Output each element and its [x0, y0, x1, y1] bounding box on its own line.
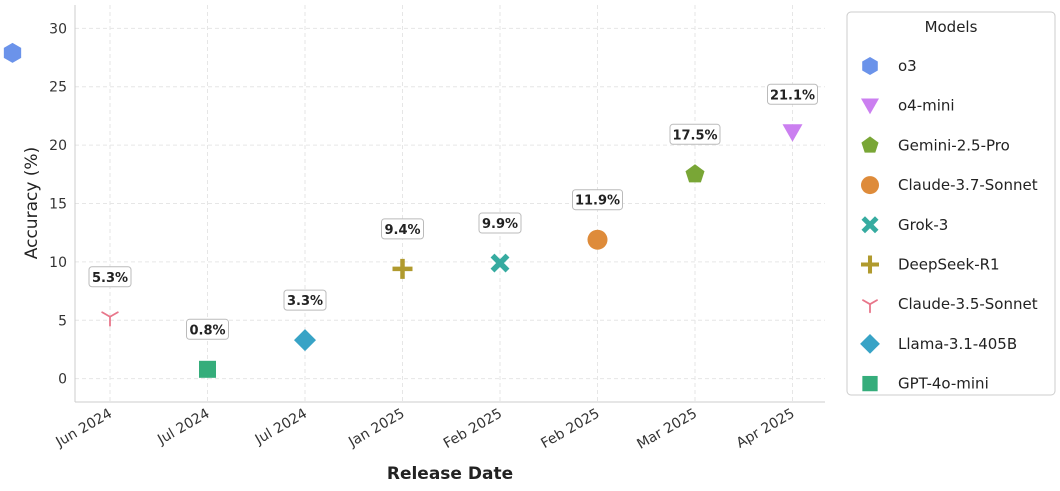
legend-item-gpt-4o-mini: GPT-4o-mini — [862, 375, 989, 393]
data-label-box — [283, 289, 327, 311]
legend-title: Models — [925, 18, 978, 36]
legend-label: Llama-3.1-405B — [898, 335, 1017, 353]
legend-marker-gemini-2-5-pro — [861, 136, 879, 153]
legend-item-llama-3-1-405b: Llama-3.1-405B — [860, 334, 1017, 354]
legend-box — [846, 11, 1056, 396]
data-label-text: 17.5% — [672, 128, 717, 143]
legend-label: Claude-3.5-Sonnet — [898, 295, 1038, 313]
legend-marker-grok-3 — [861, 216, 879, 234]
legend-marker-claude-3-5-sonnet — [862, 299, 878, 314]
data-label-box — [381, 218, 424, 240]
point-gemini-2-5-pro — [685, 164, 705, 183]
y-tick-label: 30 — [49, 21, 67, 37]
y-tick-labels: 0 5 10 15 20 25 30 — [49, 21, 67, 387]
x-tick-label: Feb 2025 — [441, 406, 505, 452]
point-claude-3-7-sonnet — [587, 229, 608, 250]
legend-label: DeepSeek-R1 — [898, 256, 1000, 274]
data-label-text: 9.4% — [384, 223, 420, 238]
legend-label: GPT-4o-mini — [898, 375, 989, 393]
point-gpt-4o-mini — [199, 360, 216, 378]
legend-label: o4-mini — [898, 97, 955, 115]
x-tick-label: Jul 2024 — [252, 406, 310, 449]
legend-item-o4-mini: o4-mini — [861, 97, 955, 115]
data-label: 9.4% — [381, 218, 424, 240]
point-o3 — [3, 42, 22, 63]
legend-item-claude-3-5-sonnet: Claude-3.5-Sonnet — [862, 295, 1038, 314]
y-tick-label: 20 — [49, 138, 67, 154]
data-label-text: 3.3% — [287, 294, 323, 309]
y-tick-label: 5 — [58, 313, 67, 329]
legend-items: o3 o4-mini Gemini-2.5-Pro Claude-3.7-Sonnet… — [860, 57, 1038, 393]
data-label-text: 11.9% — [575, 194, 620, 209]
legend-label: Claude-3.7-Sonnet — [898, 176, 1038, 194]
legend-item-grok-3: Grok-3 — [861, 216, 948, 234]
data-label: 3.3% — [283, 289, 327, 311]
legend-marker-llama-3-1-405b — [860, 334, 880, 354]
x-axis-title: Release Date — [387, 464, 513, 484]
x-tick-labels: Jun 2024 Jul 2024 Jul 2024 Jan 2025 Feb 2025… — [52, 406, 797, 453]
data-points — [3, 42, 803, 378]
x-tick-label: Feb 2025 — [538, 406, 602, 452]
y-tick-label: 10 — [49, 255, 67, 271]
data-label: 17.5% — [669, 123, 721, 145]
point-o4-mini — [782, 124, 803, 142]
data-label: 21.1% — [767, 83, 818, 105]
legend-marker-deepseek-r1 — [861, 255, 879, 274]
legend-label: Gemini-2.5-Pro — [898, 136, 1010, 154]
data-label-text: 21.1% — [770, 88, 815, 103]
data-label-box — [186, 318, 229, 340]
y-tick-label: 15 — [49, 197, 67, 213]
y-tick-label: 25 — [49, 80, 67, 96]
x-tick-label: Apr 2025 — [734, 406, 798, 452]
x-tick-label: Mar 2025 — [634, 406, 700, 453]
legend-item-gemini-2-5-pro: Gemini-2.5-Pro — [861, 136, 1010, 154]
point-grok-3 — [490, 253, 510, 273]
legend-marker-o4-mini — [861, 98, 879, 115]
grid-lines — [75, 5, 825, 402]
data-label-box — [88, 266, 132, 288]
data-labels: 5.3%0.8%3.3%9.4%9.9%11.9%17.5%21.1%27.9% — [88, 83, 818, 340]
data-label-box — [669, 123, 721, 145]
data-label: 0.8% — [186, 318, 229, 340]
x-tick-label: Jun 2024 — [52, 406, 115, 451]
point-claude-3-5-sonnet — [101, 311, 119, 327]
data-label-box — [572, 189, 623, 211]
axes — [74, 5, 825, 403]
data-label-box — [767, 83, 818, 105]
legend-item-deepseek-r1: DeepSeek-R1 — [861, 255, 1000, 274]
data-label-text: 9.9% — [482, 217, 518, 232]
data-label: 5.3% — [88, 266, 132, 288]
legend-item-o3: o3 — [862, 57, 917, 75]
x-tick-label: Jan 2025 — [345, 406, 407, 451]
legend-item-claude-3-7-sonnet: Claude-3.7-Sonnet — [861, 176, 1038, 195]
y-axis-title: Accuracy (%) — [22, 147, 42, 259]
data-label-text: 5.3% — [92, 271, 128, 286]
legend-marker-gpt-4o-mini — [862, 375, 878, 392]
legend-label: Grok-3 — [898, 216, 948, 234]
legend-marker-claude-3-7-sonnet — [861, 176, 879, 195]
legend: Models o3 o4-mini Gemini-2.5-Pro Claude-3.7… — [846, 11, 1056, 396]
data-label-text: 0.8% — [189, 323, 225, 338]
data-label: 11.9% — [572, 189, 623, 211]
point-llama-3-1-405b — [294, 329, 316, 352]
point-deepseek-r1 — [392, 258, 413, 279]
data-label: 9.9% — [478, 212, 522, 234]
data-label-box — [478, 212, 522, 234]
legend-label: o3 — [898, 57, 917, 75]
y-tick-label: 0 — [58, 372, 67, 388]
x-tick-label: Jul 2024 — [154, 406, 212, 449]
legend-marker-o3 — [862, 57, 878, 75]
